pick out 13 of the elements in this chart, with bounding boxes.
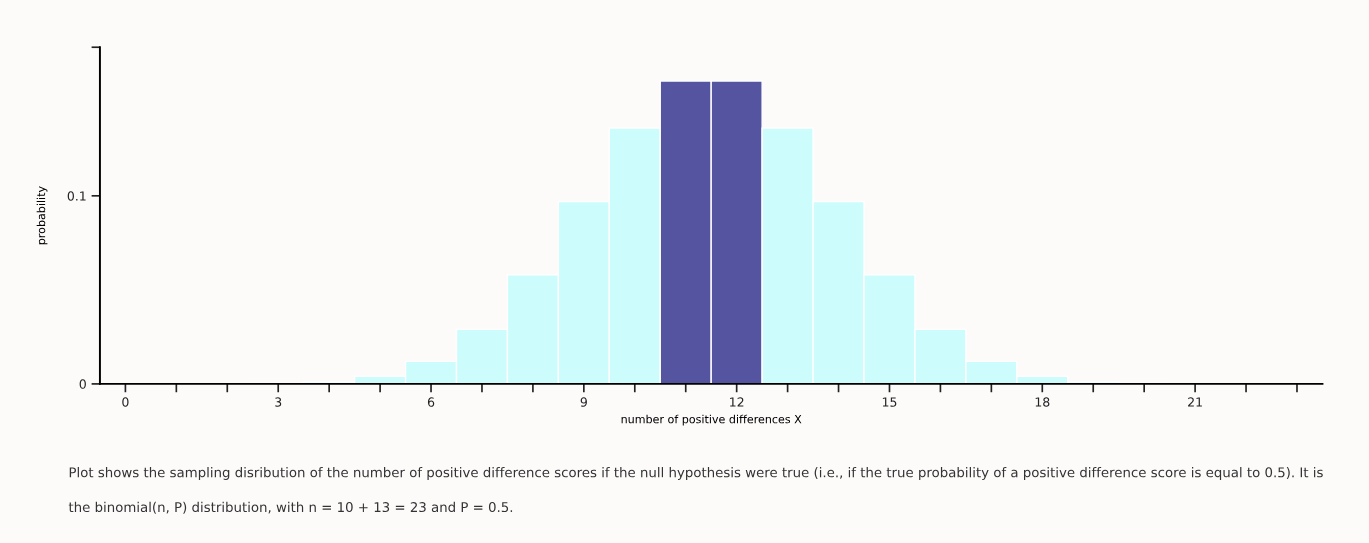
x-tick-label: 0 [122, 397, 129, 407]
y-axis-title: probability [36, 186, 48, 245]
x-tick-label: 18 [1035, 397, 1050, 407]
x-tick-label: 12 [730, 397, 744, 407]
x-tick-label: 3 [275, 397, 282, 407]
x-tick-label: 6 [427, 397, 435, 407]
x-tick-label: 9 [580, 397, 587, 407]
x-tick-label: 21 [1188, 397, 1202, 407]
text: Plot shows the sampling disribution of the number of positive difference scores if the null hypothesis were true (i.e., if the true probability of a positive difference score is equal to 0.5). It is [69, 467, 1323, 480]
x-axis-title: number of positive differences X [621, 414, 802, 426]
x-tick-label: 15 [882, 397, 897, 407]
text: the binomial(n, P) distribution, with n = 10 + 13 = 23 and P = 0.5. [68, 501, 513, 514]
y-tick-label: 0.1 [67, 191, 86, 201]
